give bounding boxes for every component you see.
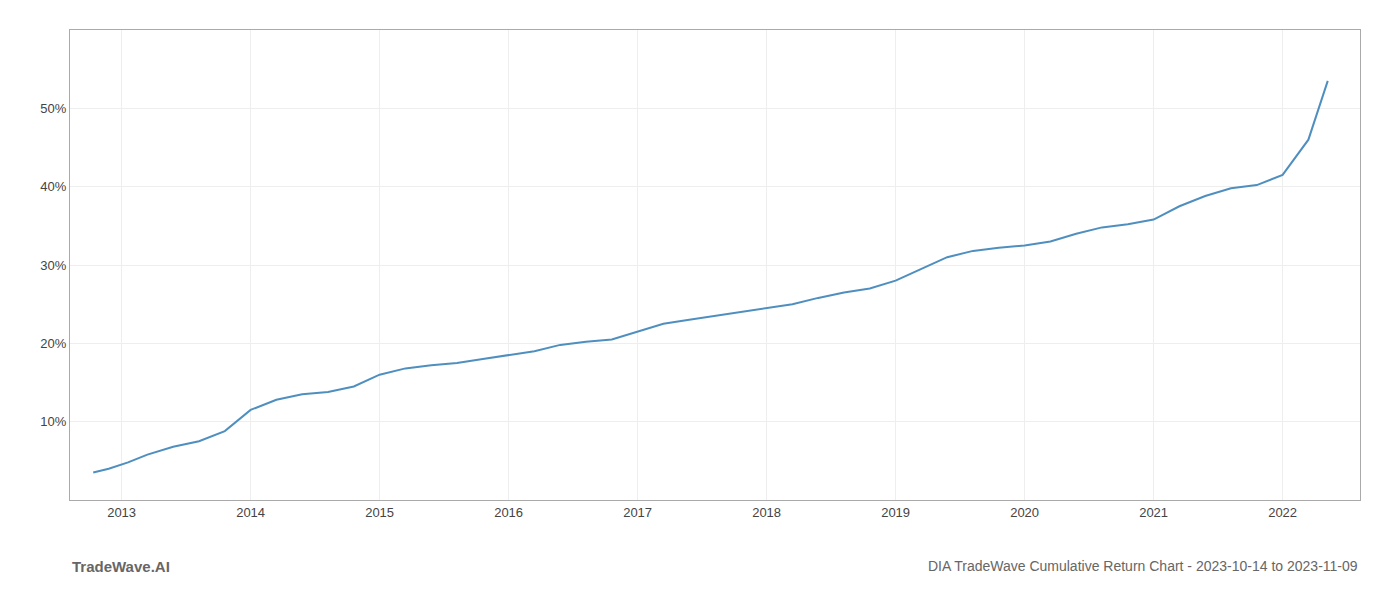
svg-text:TradeWave.AI: TradeWave.AI (72, 558, 170, 575)
svg-text:50%: 50% (40, 101, 66, 116)
svg-text:2014: 2014 (236, 505, 265, 520)
svg-text:2019: 2019 (881, 505, 910, 520)
svg-text:2017: 2017 (623, 505, 652, 520)
svg-text:DIA TradeWave Cumulative Retur: DIA TradeWave Cumulative Return Chart - … (928, 558, 1358, 574)
svg-text:2016: 2016 (494, 505, 523, 520)
svg-text:2015: 2015 (365, 505, 394, 520)
svg-text:2013: 2013 (107, 505, 136, 520)
svg-text:30%: 30% (40, 258, 66, 273)
svg-text:40%: 40% (40, 179, 66, 194)
svg-text:2021: 2021 (1139, 505, 1168, 520)
svg-text:10%: 10% (40, 414, 66, 429)
svg-text:2022: 2022 (1268, 505, 1297, 520)
svg-text:2020: 2020 (1010, 505, 1039, 520)
svg-text:20%: 20% (40, 336, 66, 351)
svg-text:2018: 2018 (752, 505, 781, 520)
